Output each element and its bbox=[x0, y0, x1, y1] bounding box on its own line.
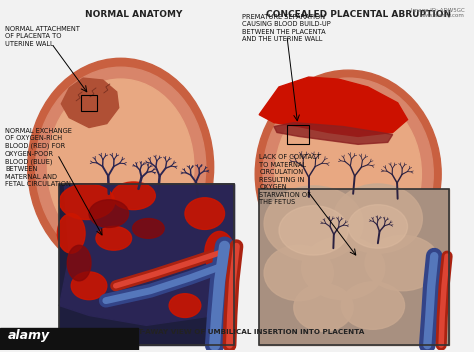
Ellipse shape bbox=[112, 182, 155, 210]
Bar bbox=[259, 189, 449, 345]
Ellipse shape bbox=[275, 90, 421, 258]
Polygon shape bbox=[59, 184, 235, 325]
Ellipse shape bbox=[255, 70, 441, 278]
Ellipse shape bbox=[185, 198, 225, 230]
Text: NORMAL EXCHANGE
OF OXYGEN-RICH
BLOOD (RED) FOR
OXYGEN-POOR
BLOOD (BLUE)
BETWEEN
: NORMAL EXCHANGE OF OXYGEN-RICH BLOOD (RE… bbox=[5, 127, 72, 187]
Ellipse shape bbox=[348, 205, 408, 248]
Bar bbox=[59, 184, 235, 345]
Polygon shape bbox=[274, 122, 392, 144]
Text: Image ID: ADW5GC: Image ID: ADW5GC bbox=[411, 8, 465, 13]
Ellipse shape bbox=[279, 206, 348, 255]
Ellipse shape bbox=[263, 78, 433, 270]
Bar bbox=[0, 328, 138, 350]
Ellipse shape bbox=[264, 245, 333, 301]
Ellipse shape bbox=[89, 200, 128, 227]
Ellipse shape bbox=[96, 226, 132, 250]
Text: NORMAL ATTACHMENT
OF PLACENTA TO
UTERINE WALL: NORMAL ATTACHMENT OF PLACENTA TO UTERINE… bbox=[5, 26, 80, 47]
Ellipse shape bbox=[71, 272, 107, 300]
Ellipse shape bbox=[264, 186, 363, 261]
Text: www.alamy.com: www.alamy.com bbox=[420, 13, 465, 18]
Ellipse shape bbox=[365, 235, 440, 291]
Ellipse shape bbox=[333, 184, 422, 253]
Polygon shape bbox=[61, 78, 118, 127]
Ellipse shape bbox=[301, 236, 385, 300]
Text: NORMAL ANATOMY: NORMAL ANATOMY bbox=[85, 10, 182, 19]
Ellipse shape bbox=[47, 79, 194, 255]
Ellipse shape bbox=[57, 214, 85, 253]
Text: CUT-AWAY VIEW OF UMBILICAL INSERTION INTO PLACENTA: CUT-AWAY VIEW OF UMBILICAL INSERTION INT… bbox=[127, 329, 364, 335]
Bar bbox=[259, 189, 449, 345]
Ellipse shape bbox=[205, 231, 235, 275]
Ellipse shape bbox=[67, 245, 91, 281]
Ellipse shape bbox=[59, 184, 115, 220]
Text: LACK OF CONTACT
TO MATERNAL
CIRCULATION
RESULTING IN
OXYGEN
STARVATION OF
THE FE: LACK OF CONTACT TO MATERNAL CIRCULATION … bbox=[259, 154, 321, 205]
Ellipse shape bbox=[169, 294, 201, 318]
Ellipse shape bbox=[133, 219, 164, 238]
Text: PREMATURE SEPARATION
CAUSING BLOOD BUILD-UP
BETWEEN THE PLACENTA
AND THE UTERINE: PREMATURE SEPARATION CAUSING BLOOD BUILD… bbox=[242, 14, 331, 42]
Bar bbox=[81, 95, 97, 111]
Polygon shape bbox=[259, 77, 408, 137]
Text: alamy: alamy bbox=[8, 329, 50, 342]
Bar bbox=[59, 184, 235, 345]
Ellipse shape bbox=[341, 282, 405, 329]
Ellipse shape bbox=[36, 67, 206, 267]
Text: CONCEALED PLACENTAL ABRUPTION: CONCEALED PLACENTAL ABRUPTION bbox=[265, 10, 451, 19]
Ellipse shape bbox=[294, 284, 353, 331]
Ellipse shape bbox=[27, 58, 214, 276]
Bar bbox=[287, 125, 309, 144]
